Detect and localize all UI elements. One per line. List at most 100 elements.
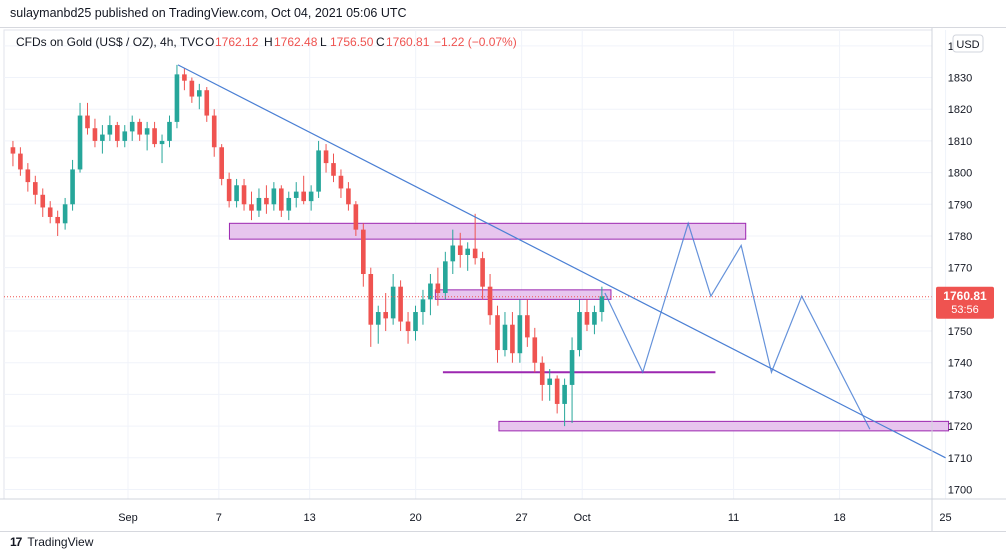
candle bbox=[495, 305, 500, 363]
candle-body bbox=[368, 274, 374, 325]
candle bbox=[92, 118, 98, 148]
footer-brand: 17 TradingView bbox=[10, 535, 93, 549]
legend-c-label: C bbox=[376, 35, 385, 49]
candle-body bbox=[457, 245, 463, 255]
candle bbox=[465, 242, 471, 271]
price-tick-label: 1790 bbox=[948, 199, 972, 211]
time-tick-label: Sep bbox=[118, 512, 138, 524]
candle bbox=[368, 267, 374, 347]
candle-body bbox=[114, 125, 120, 141]
candle bbox=[226, 172, 232, 208]
candle bbox=[25, 163, 31, 192]
chart-frame[interactable]: 1700171017201730174017501760177017801790… bbox=[0, 27, 1006, 532]
legend-change: −1.22 (−0.07%) bbox=[434, 35, 517, 49]
candle-body bbox=[32, 182, 38, 195]
candle bbox=[241, 178, 247, 211]
legend-close: 1760.81 bbox=[386, 35, 430, 49]
candle bbox=[144, 121, 150, 151]
candle bbox=[189, 77, 195, 103]
candle bbox=[10, 140, 16, 167]
candle-body bbox=[346, 188, 351, 205]
candle bbox=[182, 68, 187, 91]
candle bbox=[197, 83, 202, 110]
candle bbox=[554, 375, 560, 414]
candlestick-series bbox=[10, 64, 605, 427]
candle-body bbox=[174, 74, 180, 122]
candle-body bbox=[77, 115, 83, 170]
candle-body bbox=[472, 248, 478, 259]
candle bbox=[100, 125, 105, 154]
candle bbox=[457, 232, 463, 268]
candle-body bbox=[301, 191, 306, 202]
time-tick-label: 11 bbox=[728, 512, 739, 524]
candle bbox=[159, 134, 165, 164]
candle-body bbox=[10, 147, 16, 154]
candle-body bbox=[375, 312, 381, 325]
publisher-caption: sulaymanbd25 published on TradingView.co… bbox=[10, 6, 407, 20]
price-chart[interactable]: 1700171017201730174017501760177017801790… bbox=[0, 28, 1006, 531]
candle-body bbox=[70, 169, 75, 205]
candle bbox=[70, 159, 75, 211]
candle bbox=[152, 121, 157, 148]
candle bbox=[211, 109, 217, 157]
candle-body bbox=[241, 185, 247, 205]
candle-body bbox=[569, 350, 575, 385]
candle-body bbox=[308, 191, 314, 202]
candle-body bbox=[219, 147, 224, 179]
price-tick-label: 1810 bbox=[948, 136, 972, 148]
candle-body bbox=[249, 204, 254, 211]
candle-body bbox=[197, 90, 202, 97]
price-tick-label: 1730 bbox=[948, 389, 972, 401]
candle-body bbox=[293, 191, 299, 198]
candle-body bbox=[286, 197, 292, 211]
candle-body bbox=[316, 150, 321, 192]
candle-body bbox=[390, 286, 396, 319]
candle bbox=[420, 289, 426, 325]
bar-countdown: 53:56 bbox=[951, 304, 979, 316]
price-tick-label: 1750 bbox=[948, 326, 972, 338]
candle-body bbox=[107, 125, 113, 135]
candle-body bbox=[234, 185, 239, 202]
candle bbox=[472, 213, 478, 265]
candle-body bbox=[353, 204, 359, 230]
candle-body bbox=[159, 140, 165, 145]
price-tick-label: 1740 bbox=[948, 358, 972, 370]
candle bbox=[398, 280, 403, 332]
candle-body bbox=[279, 188, 284, 211]
candle-body bbox=[271, 188, 277, 205]
candle bbox=[405, 312, 411, 344]
candle bbox=[32, 175, 38, 205]
candle bbox=[122, 125, 128, 148]
price-tick-label: 1830 bbox=[948, 73, 972, 85]
candle bbox=[308, 185, 314, 211]
candle-body bbox=[25, 169, 31, 183]
currency-button[interactable] bbox=[952, 34, 984, 53]
candle bbox=[85, 102, 90, 135]
candle bbox=[264, 185, 269, 214]
candle bbox=[271, 182, 277, 211]
candle bbox=[40, 188, 46, 217]
candle bbox=[316, 140, 321, 198]
candle-body bbox=[211, 115, 217, 148]
candle-body bbox=[122, 131, 128, 141]
candle-body bbox=[62, 204, 68, 224]
drawn-lines bbox=[4, 64, 946, 459]
candle-body bbox=[413, 312, 418, 332]
price-tick-label: 1780 bbox=[948, 231, 972, 243]
candle-body bbox=[525, 315, 530, 338]
last-price-badge: 1760.81 53:56 bbox=[936, 286, 994, 319]
candle-body bbox=[480, 258, 485, 287]
candle-body bbox=[338, 175, 344, 189]
price-tick-label: 1800 bbox=[948, 168, 972, 180]
candle-body bbox=[554, 378, 560, 404]
time-tick-label: 18 bbox=[833, 512, 845, 524]
candle bbox=[338, 169, 344, 198]
candle bbox=[18, 147, 23, 176]
candle-body bbox=[517, 315, 523, 354]
candle bbox=[480, 251, 485, 300]
candle bbox=[353, 201, 359, 236]
footer-brand-name: TradingView bbox=[27, 535, 94, 549]
projection-path bbox=[604, 221, 871, 430]
candle-body bbox=[92, 128, 98, 141]
candle bbox=[301, 175, 306, 205]
